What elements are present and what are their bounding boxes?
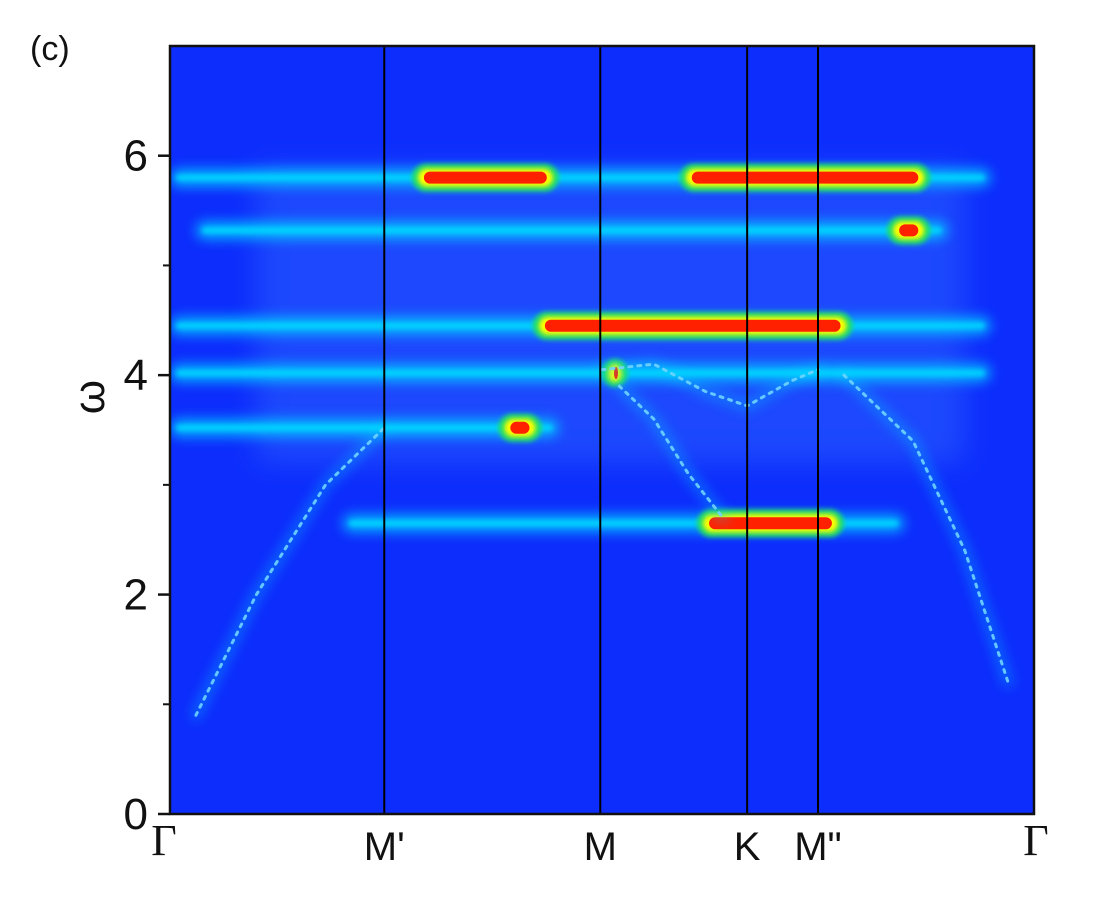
x-point-label: M": [794, 825, 842, 869]
y-tick-label: 4: [124, 351, 148, 400]
x-point-label: Γ: [1023, 816, 1048, 865]
plot-frame: [168, 44, 1036, 816]
y-tick-label: 6: [124, 132, 148, 181]
x-point-label: Γ: [151, 816, 176, 865]
peak-core: [544, 319, 841, 332]
y-tick-label: 0: [124, 790, 148, 839]
x-point-label: M': [364, 825, 405, 869]
y-axis-label: ω: [65, 380, 114, 414]
dispersive-branch-0: [194, 426, 386, 717]
peak-core: [423, 171, 547, 184]
band-core: [201, 227, 942, 234]
flat-band-3: [170, 358, 991, 387]
flat-band-2: [170, 311, 991, 340]
band-core: [176, 369, 985, 376]
peak-core: [510, 421, 530, 434]
flat-band-4: [170, 413, 559, 442]
peak-core: [709, 517, 832, 530]
flat-band-0: [170, 163, 991, 192]
x-point-label: K: [734, 825, 761, 869]
flat-band-5: [342, 509, 905, 538]
panel-label: (c): [30, 30, 70, 68]
dispersive-branch-1: [617, 384, 725, 520]
x-point-label: M: [584, 825, 617, 869]
dispersive-branch-2: [600, 362, 820, 408]
peak-core: [899, 224, 919, 237]
peak-core: [691, 171, 919, 184]
y-tick-label: 2: [124, 571, 148, 620]
dispersive-branch-3: [842, 373, 1010, 684]
band-core: [176, 424, 553, 431]
